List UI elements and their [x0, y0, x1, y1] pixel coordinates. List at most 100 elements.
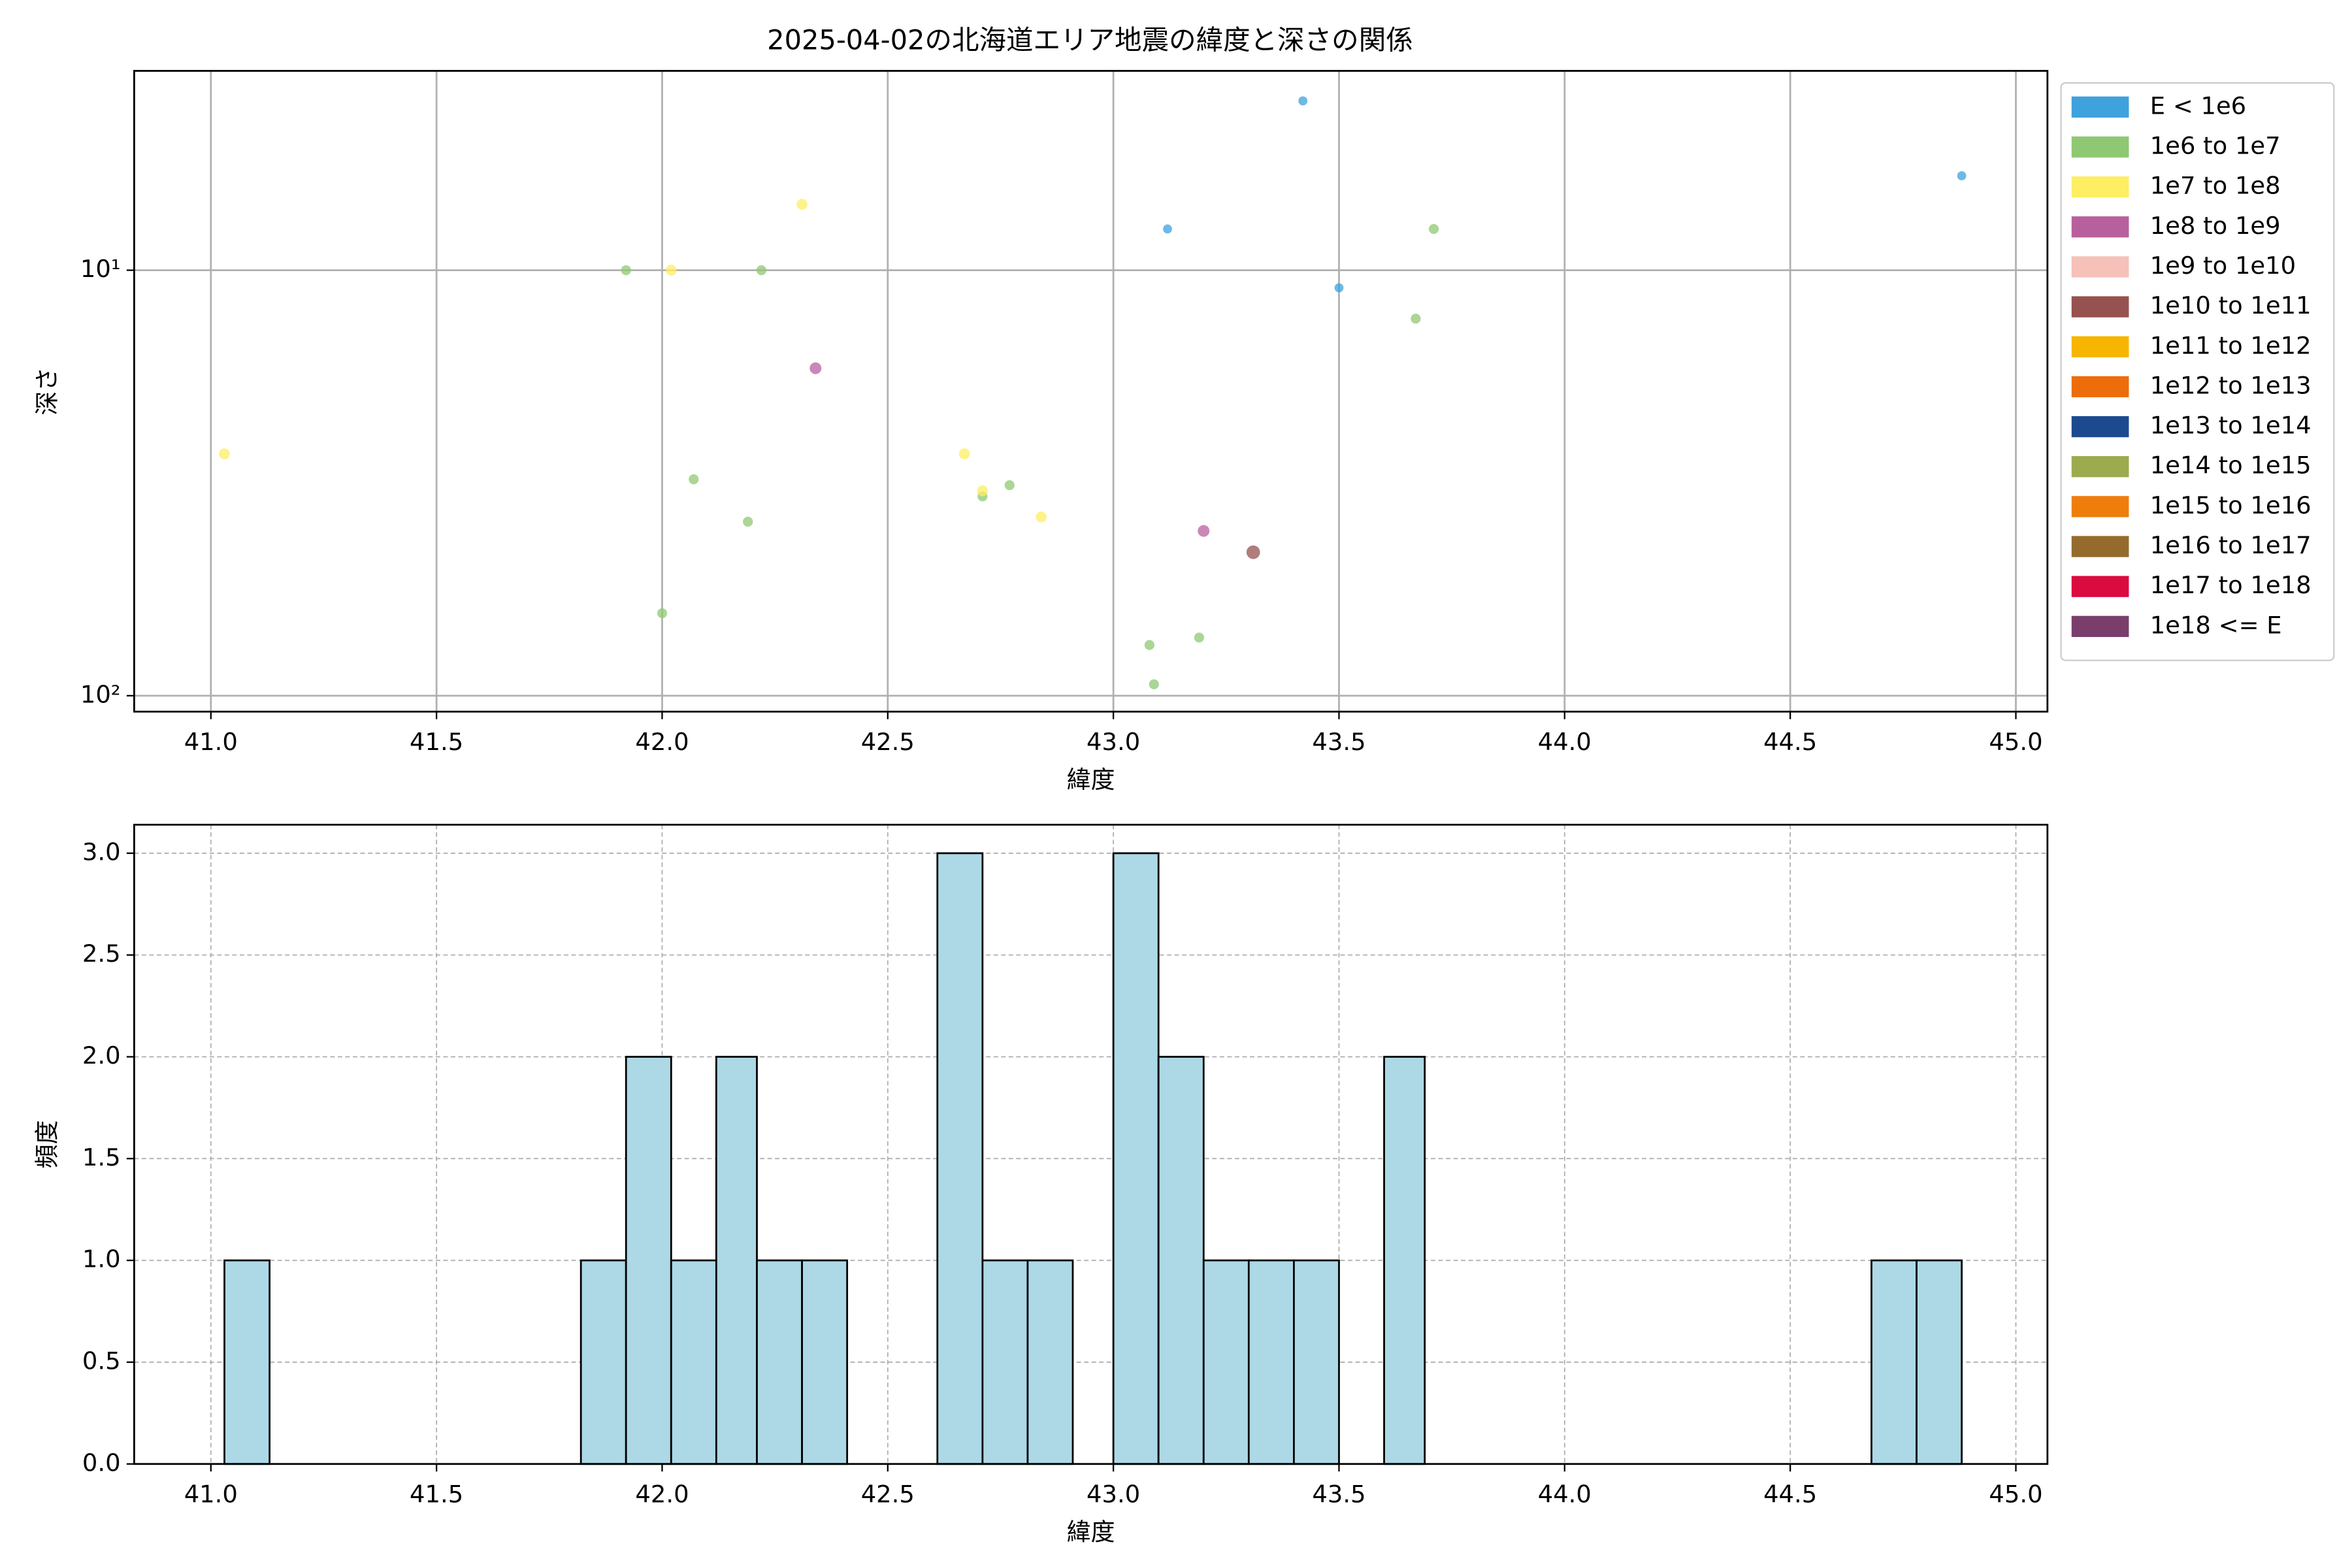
legend-swatch	[2071, 96, 2129, 118]
scatter-point	[1246, 545, 1260, 559]
scatter-point	[1163, 224, 1172, 234]
histogram-bar	[1247, 1259, 1295, 1465]
x-tick-label: 42.0	[635, 728, 689, 756]
y-tick-label: 1.0	[82, 1245, 121, 1273]
legend-label: 1e17 to 1e18	[2150, 571, 2311, 599]
legend-label: 1e7 to 1e8	[2150, 172, 2281, 200]
scatter-point	[1198, 525, 1210, 537]
legend-swatch	[2071, 496, 2129, 517]
legend-swatch	[2071, 136, 2129, 158]
x-tick-label: 43.0	[1086, 728, 1140, 756]
y-tick-label: 3.0	[82, 838, 121, 866]
legend-label: 1e11 to 1e12	[2150, 331, 2311, 359]
scatter-point	[621, 265, 631, 276]
legend-swatch	[2071, 456, 2129, 478]
y-tick-label: 2.0	[82, 1041, 121, 1070]
x-tick-label: 42.5	[861, 728, 915, 756]
x-tick-label: 43.5	[1312, 728, 1365, 756]
legend-label: 1e9 to 1e10	[2150, 252, 2296, 280]
scatter-point	[689, 474, 699, 485]
histogram-bar	[1293, 1259, 1340, 1465]
histogram-bar	[981, 1259, 1029, 1465]
x-axis-label: 緯度	[1067, 766, 1115, 794]
plot-frame	[133, 70, 2049, 713]
x-tick-label: 44.0	[1538, 1480, 1592, 1509]
legend-label: 1e13 to 1e14	[2150, 412, 2311, 440]
y-tick-label: 10²	[80, 680, 121, 708]
legend-swatch	[2071, 536, 2129, 557]
legend-swatch	[2071, 336, 2129, 357]
legend-label: 1e12 to 1e13	[2150, 371, 2311, 399]
scatter-point	[1149, 679, 1159, 689]
x-tick-label: 43.0	[1086, 1480, 1140, 1509]
histogram-bar	[1112, 852, 1160, 1465]
legend-swatch	[2071, 176, 2129, 198]
scatter-point	[1004, 480, 1015, 491]
scatter-point	[977, 485, 988, 497]
legend-swatch	[2071, 615, 2129, 637]
scatter-point	[1957, 171, 1967, 181]
y-axis-label: 深さ	[33, 367, 61, 416]
legend-swatch	[2071, 576, 2129, 597]
histogram-bar	[1916, 1259, 1963, 1465]
x-tick-label: 44.5	[1763, 1480, 1817, 1509]
chart-title: 2025-04-02の北海道エリア地震の緯度と深さの関係	[767, 24, 1413, 56]
legend-label: 1e10 to 1e11	[2150, 291, 2311, 319]
histogram-bar	[1026, 1259, 1074, 1465]
legend-label: 1e14 to 1e15	[2150, 451, 2311, 480]
x-tick-label: 45.0	[1989, 1480, 2042, 1509]
scatter-point	[1144, 640, 1155, 650]
scatter-point	[796, 199, 808, 210]
histogram-bar	[936, 852, 984, 1465]
scatter-point	[665, 265, 677, 276]
legend-label: 1e18 <= E	[2150, 611, 2282, 639]
histogram-bar	[756, 1259, 803, 1465]
histogram-bar	[1870, 1259, 1918, 1465]
legend-box	[2060, 82, 2335, 661]
legend-swatch	[2071, 376, 2129, 398]
histogram-bar	[223, 1259, 270, 1465]
scatter-point	[1411, 314, 1421, 324]
y-tick-label: 1.5	[82, 1143, 121, 1171]
histogram-bar	[715, 1056, 758, 1465]
x-tick-label: 41.5	[410, 1480, 463, 1509]
plot-frame	[133, 823, 2049, 1465]
histogram-bar	[580, 1259, 627, 1465]
x-tick-label: 42.5	[861, 1480, 915, 1509]
legend-swatch	[2071, 216, 2129, 238]
scatter-point	[743, 516, 753, 527]
scatter-point	[1194, 632, 1204, 643]
scatter-point	[1334, 283, 1344, 293]
legend-label: 1e15 to 1e16	[2150, 491, 2311, 519]
legend-label: 1e8 to 1e9	[2150, 212, 2281, 240]
y-tick-label: 0.0	[82, 1448, 121, 1477]
histogram-bar	[625, 1056, 672, 1465]
legend-swatch	[2071, 256, 2129, 278]
histogram-bar	[801, 1259, 849, 1465]
scatter-point	[657, 608, 668, 619]
x-tick-label: 43.5	[1312, 1480, 1365, 1509]
histogram-bar	[670, 1259, 717, 1465]
legend-label: 1e6 to 1e7	[2150, 132, 2281, 160]
y-tick-label: 0.5	[82, 1347, 121, 1375]
scatter-point	[809, 362, 822, 374]
scatter-point	[1298, 96, 1308, 106]
scatter-point	[756, 265, 767, 276]
x-tick-label: 45.0	[1989, 728, 2042, 756]
histogram-bar	[1157, 1056, 1205, 1465]
x-tick-label: 41.0	[184, 1480, 238, 1509]
histogram-bar	[1202, 1259, 1250, 1465]
x-tick-label: 44.5	[1763, 728, 1817, 756]
x-axis-label: 緯度	[1067, 1518, 1115, 1546]
scatter-point	[219, 448, 230, 459]
legend-label: 1e16 to 1e17	[2150, 531, 2311, 559]
x-tick-label: 44.0	[1538, 728, 1592, 756]
y-tick-label: 10¹	[80, 255, 121, 283]
scatter-point	[1428, 223, 1439, 235]
scatter-point	[1036, 511, 1047, 523]
legend-label: E < 1e6	[2150, 91, 2246, 120]
x-tick-label: 41.5	[410, 728, 463, 756]
x-tick-label: 41.0	[184, 728, 238, 756]
legend-swatch	[2071, 416, 2129, 438]
